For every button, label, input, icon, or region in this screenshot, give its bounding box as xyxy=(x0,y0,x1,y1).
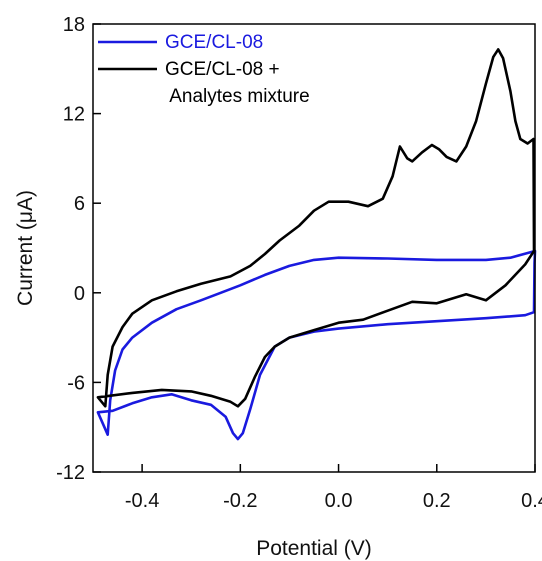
legend-label-1: GCE/CL-08 xyxy=(165,32,263,53)
x-tick-label: -0.4 xyxy=(125,490,159,512)
plot-frame xyxy=(92,23,536,473)
x-axis-title: Potential (V) xyxy=(256,537,372,560)
y-tick-label: 6 xyxy=(74,193,85,215)
y-axis-title: Current (μA) xyxy=(14,190,37,306)
legend: GCE/CL-08 GCE/CL-08 + Analytes mixture xyxy=(98,32,310,107)
y-tick-label: 0 xyxy=(74,283,85,305)
series-line-1 xyxy=(96,249,537,441)
series-line-2 xyxy=(96,48,536,408)
legend-label-2: Analytes mixture xyxy=(165,86,310,107)
x-tick-label: 0.2 xyxy=(423,490,451,512)
series-layer xyxy=(96,48,537,441)
x-axis: -0.4 -0.2 0.0 0.2 0.4 xyxy=(125,464,542,512)
legend-label-2: GCE/CL-08 + xyxy=(165,59,280,80)
y-axis: -12 -6 0 6 12 18 xyxy=(56,14,101,484)
x-tick-label: 0.4 xyxy=(521,490,542,512)
y-tick-label: -6 xyxy=(67,372,85,394)
x-tick-label: -0.2 xyxy=(223,490,257,512)
x-tick-label: 0.0 xyxy=(325,490,353,512)
y-tick-label: 18 xyxy=(63,14,85,36)
y-tick-label: -12 xyxy=(56,462,85,484)
y-tick-label: 12 xyxy=(63,104,85,126)
